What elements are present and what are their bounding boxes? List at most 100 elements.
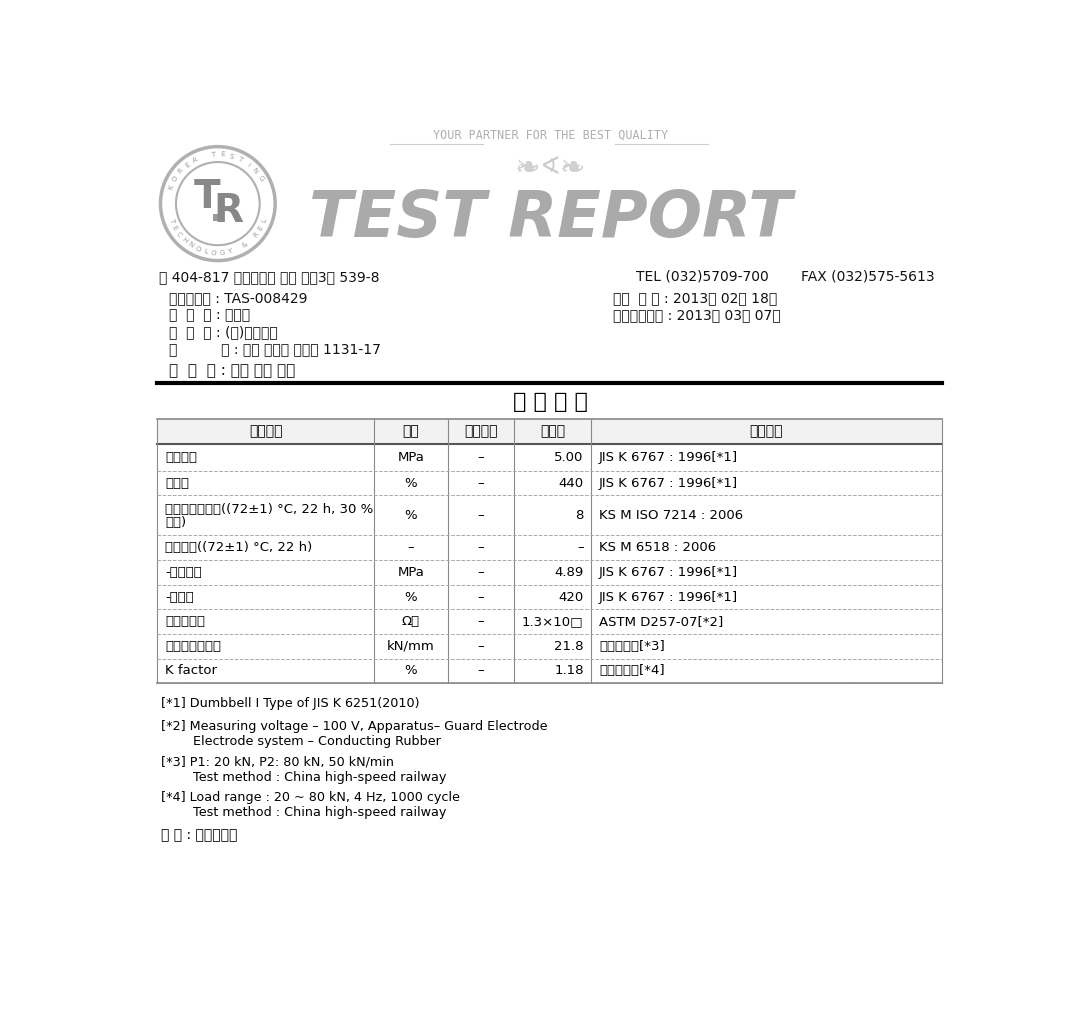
Text: 440: 440 — [559, 477, 584, 490]
Text: 접수  일 자 : 2013년 02월 18일: 접수 일 자 : 2013년 02월 18일 — [613, 292, 777, 305]
Text: E: E — [171, 224, 178, 231]
Text: 신장률: 신장률 — [165, 477, 189, 490]
Text: FAX (032)575-5613: FAX (032)575-5613 — [800, 270, 935, 283]
Text: –: – — [477, 566, 484, 579]
Text: –: – — [477, 665, 484, 677]
Text: 시 험 결 과: 시 험 결 과 — [513, 392, 588, 411]
Text: 시료구분: 시료구분 — [464, 425, 497, 439]
Text: R: R — [214, 192, 244, 230]
Text: G: G — [256, 175, 264, 182]
Text: KS M 6518 : 2006: KS M 6518 : 2006 — [599, 541, 717, 554]
Text: E: E — [183, 161, 191, 169]
Text: 시험완료일자 : 2013년 03월 07일: 시험완료일자 : 2013년 03월 07일 — [613, 308, 781, 322]
Text: I: I — [246, 162, 251, 168]
Text: 5.00: 5.00 — [555, 451, 584, 463]
Text: R: R — [253, 230, 261, 238]
Text: R: R — [177, 167, 185, 175]
Text: 의룰자제공[*4]: 의룰자제공[*4] — [599, 665, 665, 677]
Text: –: – — [477, 541, 484, 554]
Text: –: – — [477, 451, 484, 463]
Text: 업  체  명 : (주)연비스타: 업 체 명 : (주)연비스타 — [170, 325, 278, 340]
Text: MPa: MPa — [397, 451, 424, 463]
Text: 단위: 단위 — [402, 425, 420, 439]
Text: [*3] P1: 20 kN, P2: 80 kN, 50 kN/min
        Test method : China high-speed rail: [*3] P1: 20 kN, P2: 80 kN, 50 kN/min Tes… — [161, 756, 446, 784]
Text: [*1] Dumbbell Ⅰ Type of JIS K 6251(2010): [*1] Dumbbell Ⅰ Type of JIS K 6251(2010) — [161, 698, 420, 710]
Text: TEL (032)5709-700: TEL (032)5709-700 — [636, 270, 769, 283]
Text: KS M ISO 7214 : 2006: KS M ISO 7214 : 2006 — [599, 509, 744, 522]
Text: 압첡): 압첡) — [165, 517, 187, 529]
Text: K factor: K factor — [165, 665, 217, 677]
Text: C: C — [175, 230, 182, 238]
Text: –: – — [477, 615, 484, 628]
Text: N: N — [187, 241, 195, 249]
FancyBboxPatch shape — [158, 419, 942, 444]
Text: Ω㎠: Ω㎠ — [401, 615, 420, 628]
Text: 4.89: 4.89 — [555, 566, 584, 579]
FancyBboxPatch shape — [214, 214, 224, 221]
Text: 부피저항률: 부피저항률 — [165, 615, 205, 628]
Text: JIS K 6767 : 1996[*1]: JIS K 6767 : 1996[*1] — [599, 566, 738, 579]
Text: T: T — [193, 178, 220, 217]
Text: %: % — [405, 665, 417, 677]
Text: –: – — [477, 477, 484, 490]
Text: &: & — [240, 241, 249, 250]
Text: %: % — [405, 590, 417, 604]
Text: 노화시험((72±1) °C, 22 h): 노화시험((72±1) °C, 22 h) — [165, 541, 312, 554]
Text: –: – — [477, 590, 484, 604]
Text: 1.18: 1.18 — [554, 665, 584, 677]
Text: 1.3×10□: 1.3×10□ — [521, 615, 584, 628]
Text: –: – — [577, 541, 584, 554]
Text: 8: 8 — [575, 509, 584, 522]
Text: K: K — [167, 183, 175, 190]
Text: –: – — [477, 509, 484, 522]
Text: 시  료  명 : 탄성 레일 패드: 시 료 명 : 탄성 레일 패드 — [170, 363, 295, 379]
Text: A: A — [192, 155, 199, 164]
Text: E: E — [220, 151, 225, 158]
Text: T: T — [210, 151, 216, 158]
Text: [*2] Measuring voltage – 100 V, Apparatus– Guard Electrode
        Electrode sys: [*2] Measuring voltage – 100 V, Apparatu… — [161, 720, 547, 748]
Text: E: E — [258, 224, 265, 231]
Text: 성적서번호 : TAS-008429: 성적서번호 : TAS-008429 — [170, 292, 308, 305]
Text: H: H — [180, 236, 189, 244]
Text: ❧  ❧: ❧ ❧ — [515, 154, 586, 183]
Text: kN/mm: kN/mm — [387, 639, 435, 653]
Text: S: S — [229, 152, 235, 160]
Text: 주          소 : 충북 충주시 용타동 1131-17: 주 소 : 충북 충주시 용타동 1131-17 — [170, 342, 381, 356]
Text: 인장강도: 인장강도 — [165, 451, 197, 463]
Text: %: % — [405, 477, 417, 490]
Text: 420: 420 — [558, 590, 584, 604]
Text: 용 도 : 품질관리용: 용 도 : 품질관리용 — [161, 828, 237, 842]
Text: O: O — [211, 250, 217, 256]
Text: YOUR PARTNER FOR THE BEST QUALITY: YOUR PARTNER FOR THE BEST QUALITY — [432, 129, 667, 141]
Text: 대  표  자 : 김기주: 대 표 자 : 김기주 — [170, 308, 250, 322]
Text: MPa: MPa — [397, 566, 424, 579]
Text: JIS K 6767 : 1996[*1]: JIS K 6767 : 1996[*1] — [599, 451, 738, 463]
Text: T: T — [167, 218, 175, 223]
Text: T: T — [237, 157, 244, 164]
Text: [*4] Load range : 20 ~ 80 kN, 4 Hz, 1000 cycle
        Test method : China high-: [*4] Load range : 20 ~ 80 kN, 4 Hz, 1000… — [161, 791, 460, 819]
Text: Y: Y — [227, 248, 233, 255]
Text: JIS K 6767 : 1996[*1]: JIS K 6767 : 1996[*1] — [599, 477, 738, 490]
Text: ∼⁠⁠∢⁠⁠∼: ∼⁠⁠∢⁠⁠∼ — [519, 155, 582, 179]
Text: 압첡영구줄음률((72±1) °C, 22 h, 30 %: 압첡영구줄음률((72±1) °C, 22 h, 30 % — [165, 503, 373, 516]
Text: O: O — [194, 246, 202, 253]
Text: L: L — [261, 218, 268, 223]
Text: G: G — [219, 250, 224, 256]
Text: 시험항목: 시험항목 — [249, 425, 282, 439]
Text: 의룰자제공[*3]: 의룰자제공[*3] — [599, 639, 665, 653]
Text: 우 404-817 인체광역시 서구 가주3동 539-8: 우 404-817 인체광역시 서구 가주3동 539-8 — [159, 270, 380, 283]
Text: L: L — [203, 248, 208, 255]
Text: 정적스프링정수: 정적스프링정수 — [165, 639, 221, 653]
Text: O: O — [172, 175, 179, 182]
Text: 21.8: 21.8 — [554, 639, 584, 653]
Text: TEST REPORT: TEST REPORT — [309, 188, 792, 250]
Text: 결과치: 결과치 — [540, 425, 565, 439]
Text: %: % — [405, 509, 417, 522]
Text: JIS K 6767 : 1996[*1]: JIS K 6767 : 1996[*1] — [599, 590, 738, 604]
Text: -신장률: -신장률 — [165, 590, 194, 604]
Text: ASTM D257-07[*2]: ASTM D257-07[*2] — [599, 615, 723, 628]
Text: –: – — [408, 541, 414, 554]
Text: –: – — [477, 639, 484, 653]
Text: N: N — [251, 167, 259, 175]
Text: 시험방법: 시험방법 — [750, 425, 783, 439]
